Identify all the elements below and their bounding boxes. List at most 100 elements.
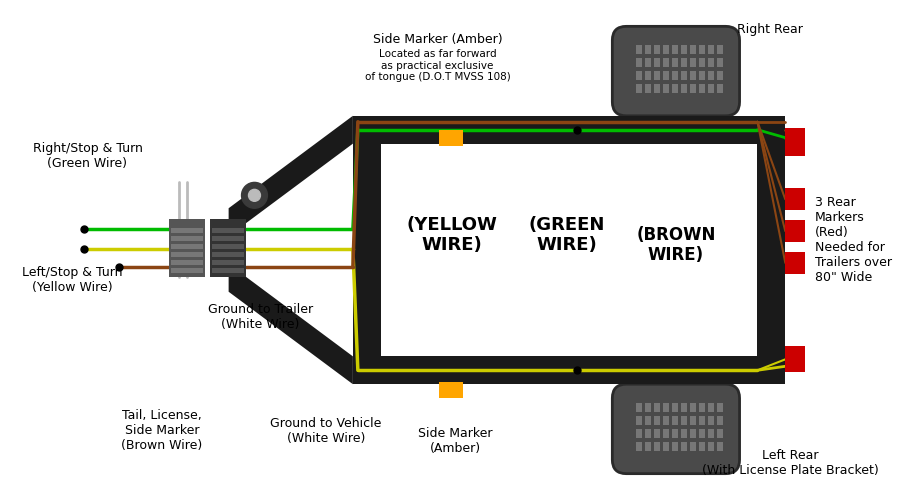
Bar <box>645 403 651 412</box>
Bar <box>681 71 687 80</box>
Bar <box>636 429 642 438</box>
Bar <box>663 416 669 425</box>
Bar <box>636 84 642 93</box>
Bar <box>663 429 669 438</box>
Bar <box>690 442 696 451</box>
Bar <box>672 45 678 54</box>
Bar <box>785 220 805 242</box>
Bar <box>672 71 678 80</box>
Bar <box>672 84 678 93</box>
Bar <box>681 45 687 54</box>
Bar <box>699 403 704 412</box>
Bar <box>690 71 696 80</box>
Polygon shape <box>228 264 353 384</box>
Bar <box>690 84 696 93</box>
Bar <box>681 442 687 451</box>
Bar <box>708 416 713 425</box>
Bar <box>681 403 687 412</box>
Bar <box>636 58 642 67</box>
Bar <box>717 58 723 67</box>
Text: Located as far forward
as practical exclusive
of tongue (D.O.T MVSS 108): Located as far forward as practical excl… <box>365 49 511 82</box>
Bar <box>717 429 723 438</box>
Bar <box>654 84 660 93</box>
Bar <box>690 45 696 54</box>
Bar <box>699 442 704 451</box>
Bar <box>690 58 696 67</box>
Bar <box>690 416 696 425</box>
Bar <box>681 429 687 438</box>
Bar <box>654 429 660 438</box>
Bar <box>672 58 678 67</box>
Bar <box>672 416 678 425</box>
Text: 3 Rear
Markers
(Red)
Needed for
Trailers over
80" Wide: 3 Rear Markers (Red) Needed for Trailers… <box>815 196 892 284</box>
Bar <box>681 84 687 93</box>
Bar <box>645 429 651 438</box>
Bar <box>708 58 713 67</box>
Bar <box>717 403 723 412</box>
Bar <box>645 442 651 451</box>
Bar <box>699 71 704 80</box>
Polygon shape <box>353 116 785 384</box>
Bar <box>645 71 651 80</box>
Bar <box>212 228 244 233</box>
Bar <box>171 228 203 233</box>
Bar <box>663 84 669 93</box>
Bar <box>690 429 696 438</box>
Bar <box>171 268 203 273</box>
Bar <box>672 442 678 451</box>
Bar <box>699 58 704 67</box>
Bar <box>699 45 704 54</box>
Polygon shape <box>228 116 353 236</box>
Bar <box>636 442 642 451</box>
Bar <box>636 45 642 54</box>
Text: (BROWN
WIRE): (BROWN WIRE) <box>636 226 715 264</box>
Bar <box>785 252 805 274</box>
Bar <box>708 45 713 54</box>
Bar <box>654 45 660 54</box>
Bar <box>708 84 713 93</box>
Bar <box>699 416 704 425</box>
Text: Tail, License,
Side Marker
(Brown Wire): Tail, License, Side Marker (Brown Wire) <box>121 410 203 453</box>
Bar <box>663 71 669 80</box>
Bar <box>212 252 244 257</box>
Bar <box>645 58 651 67</box>
Bar <box>636 403 642 412</box>
Text: Ground to Trailer
(White Wire): Ground to Trailer (White Wire) <box>207 302 313 330</box>
Text: Side Marker
(Amber): Side Marker (Amber) <box>418 427 492 455</box>
Bar <box>717 442 723 451</box>
Bar <box>681 58 687 67</box>
Bar <box>708 403 713 412</box>
Bar <box>663 403 669 412</box>
Bar <box>663 58 669 67</box>
Bar <box>717 45 723 54</box>
FancyBboxPatch shape <box>612 384 740 474</box>
Bar <box>171 244 203 249</box>
Bar <box>209 219 246 277</box>
Bar <box>169 219 205 277</box>
Bar <box>699 84 704 93</box>
Bar <box>690 403 696 412</box>
Bar <box>708 71 713 80</box>
Bar <box>212 260 244 265</box>
Bar <box>681 416 687 425</box>
Bar <box>654 71 660 80</box>
Bar <box>654 416 660 425</box>
Bar <box>212 244 244 249</box>
Bar <box>663 45 669 54</box>
Bar <box>717 416 723 425</box>
Bar <box>645 45 651 54</box>
Text: Ground to Vehicle
(White Wire): Ground to Vehicle (White Wire) <box>270 417 381 445</box>
Text: Side Marker (Amber): Side Marker (Amber) <box>372 34 502 46</box>
Bar <box>171 252 203 257</box>
Text: (YELLOW
WIRE): (YELLOW WIRE) <box>407 216 498 254</box>
Bar <box>785 188 805 210</box>
Text: Left Rear
(With License Plate Bracket): Left Rear (With License Plate Bracket) <box>702 448 879 476</box>
Text: Left/Stop & Turn
(Yellow Wire): Left/Stop & Turn (Yellow Wire) <box>23 266 123 294</box>
Bar <box>212 236 244 241</box>
Bar <box>708 442 713 451</box>
Text: (GREEN
WIRE): (GREEN WIRE) <box>529 216 605 254</box>
FancyBboxPatch shape <box>612 26 740 116</box>
Bar <box>717 71 723 80</box>
Bar <box>663 442 669 451</box>
Bar <box>645 416 651 425</box>
